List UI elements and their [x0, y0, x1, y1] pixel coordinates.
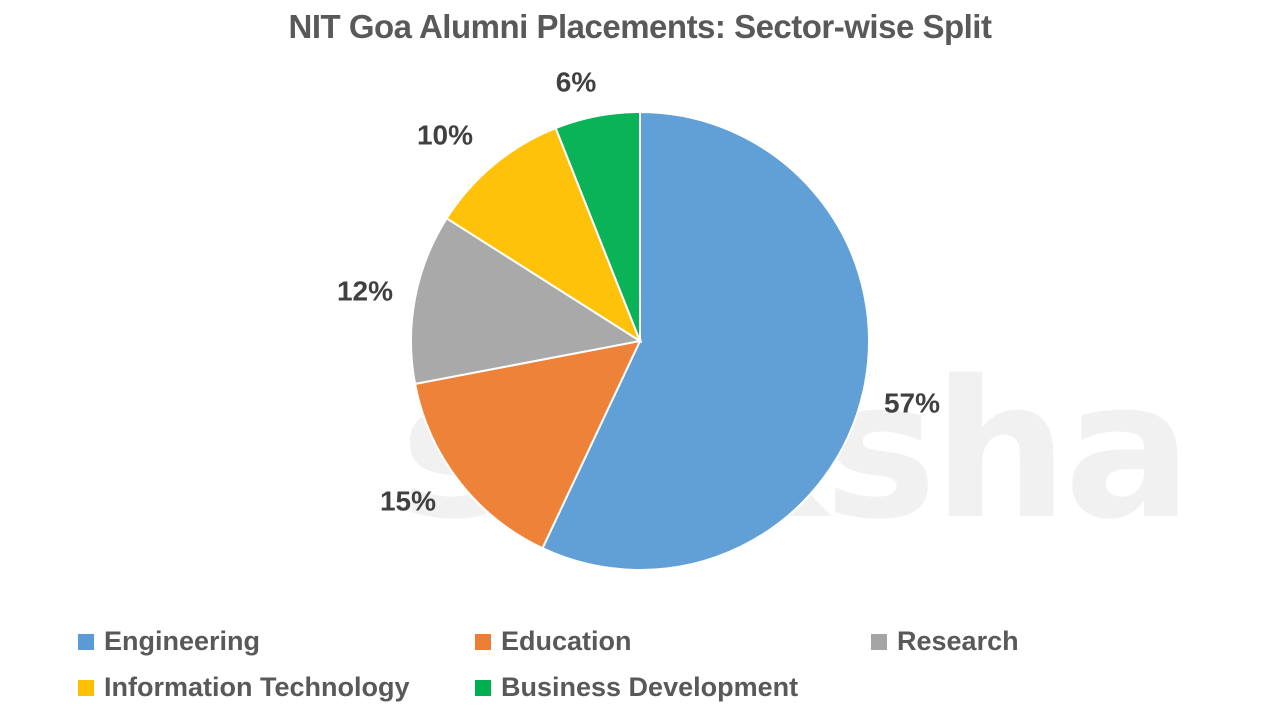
data-label: 12% [337, 275, 393, 306]
legend-label: Information Technology [104, 672, 410, 702]
legend-item-business-development: Business Development [475, 672, 798, 703]
pie-slice-information-technology [445, 126, 643, 344]
legend-swatch-icon [475, 679, 491, 696]
legend-swatch-icon [78, 633, 94, 650]
data-label: 10% [417, 119, 473, 150]
legend-swatch-icon [871, 633, 887, 650]
legend-swatch-icon [78, 679, 94, 696]
data-label: 57% [884, 387, 940, 418]
chart-title: NIT Goa Alumni Placements: Sector-wise S… [288, 8, 992, 45]
data-label: 15% [380, 485, 436, 516]
legend-item-engineering: Engineering [78, 626, 260, 657]
legend-label: Education [501, 626, 632, 656]
legend-swatch-icon [475, 633, 491, 650]
legend-item-information-technology: Information Technology [78, 672, 410, 703]
legend-label: Research [897, 626, 1019, 656]
pie-slice-business-development [554, 110, 641, 342]
pie-slice-research [410, 216, 643, 386]
legend-label: Business Development [501, 672, 799, 702]
legend-item-education: Education [475, 626, 632, 657]
pie-slice-education [413, 339, 642, 550]
legend-label: Engineering [104, 626, 261, 656]
pie-slice-engineering [541, 110, 871, 571]
data-label: 6% [556, 66, 597, 97]
legend-item-research: Research [871, 626, 1019, 657]
